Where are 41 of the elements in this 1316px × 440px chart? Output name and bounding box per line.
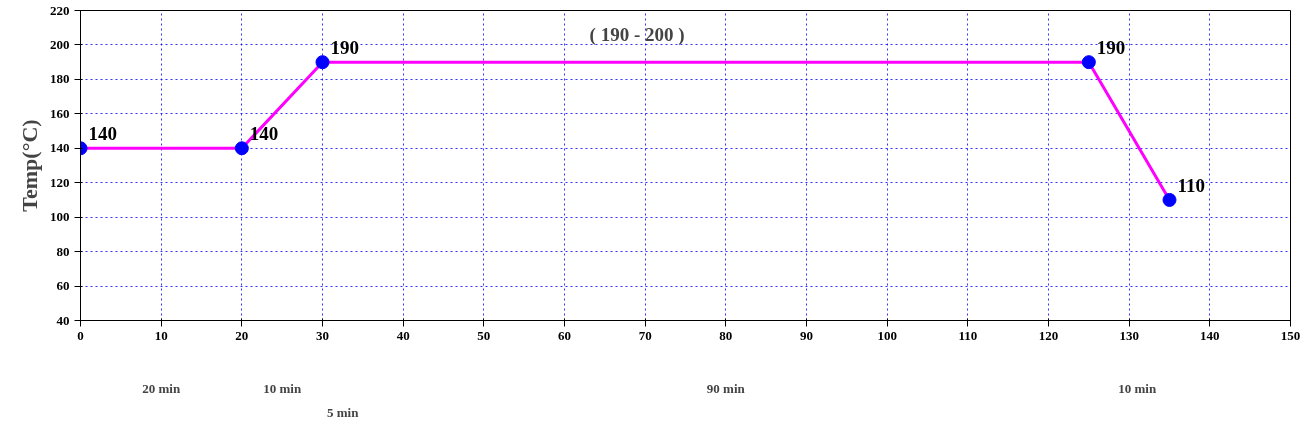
text: 90 min: [706, 380, 746, 396]
y-axis-title: Temp(°C): [17, 119, 42, 212]
x-tick-label: 120: [1038, 327, 1059, 343]
point: [1162, 192, 1177, 207]
y-tick-label: 140: [50, 140, 70, 156]
x-tick-label: 40: [396, 327, 410, 343]
point: [315, 55, 330, 70]
y-tick-label: 100: [50, 209, 70, 225]
x-tick-label: 140: [1200, 327, 1220, 343]
point: [234, 141, 249, 156]
y-tick-label: 180: [50, 71, 70, 87]
x-tick-label: 150: [1280, 327, 1301, 343]
data-label: 140: [88, 123, 117, 145]
x-tick-label: 130: [1119, 327, 1139, 343]
x-tick-label: 80: [719, 327, 733, 343]
annotation: ( 190 - 200 ): [589, 23, 685, 46]
text: 20 min: [142, 380, 181, 396]
x-tick-label: 30: [316, 327, 329, 343]
data-label: 190: [330, 37, 359, 59]
y-tick-label: 80: [56, 243, 70, 259]
data-label: 190: [1096, 37, 1126, 59]
x-tick-label: 70: [638, 327, 652, 343]
y-tick-label: 40: [56, 312, 70, 328]
x-tick-label: 60: [558, 327, 571, 343]
y-tick-label: 220: [50, 2, 70, 18]
y-tick-label: 60: [56, 278, 70, 294]
y-tick-label: 200: [50, 36, 70, 52]
x-tick-label: 110: [958, 327, 978, 343]
point: [1081, 55, 1096, 70]
text: 10 min: [1118, 380, 1157, 396]
x-tick-label: 0: [77, 327, 84, 343]
x-tick-label: 100: [877, 327, 897, 343]
y-tick-label: 160: [50, 105, 70, 121]
x-tick-label: 90: [800, 327, 813, 343]
text: 5 min: [326, 405, 360, 421]
x-tick-label: 50: [477, 327, 491, 343]
x-tick-label: 20: [235, 327, 249, 343]
text: 10 min: [263, 380, 302, 396]
y-tick-label: 120: [50, 174, 70, 190]
x-tick-label: 10: [154, 327, 168, 343]
data-label: 110: [1177, 174, 1205, 196]
